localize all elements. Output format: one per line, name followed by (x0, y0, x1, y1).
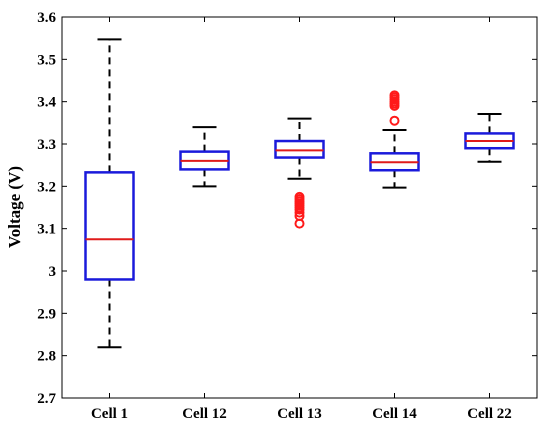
x-tick-label: Cell 1 (91, 406, 128, 422)
box-series (84, 38, 515, 349)
y-tick-label: 2.7 (37, 391, 56, 407)
y-tick-label: 3.1 (37, 222, 56, 238)
outlier-point (389, 90, 400, 101)
iqr-box (84, 171, 135, 281)
y-tick-label: 3.5 (37, 52, 56, 68)
outlier-point (389, 115, 400, 126)
y-axis-label: Voltage (V) (5, 166, 24, 248)
y-tick-label: 2.9 (37, 306, 56, 322)
y-tick-label: 3.6 (37, 10, 56, 26)
box-cell-1 (84, 38, 135, 349)
iqr-box (274, 139, 325, 159)
y-tick-label: 2.8 (37, 349, 56, 365)
y-axis: 2.7 2.8 2.9 3 3.1 3.2 3.3 3.4 3.5 3.6 (37, 10, 537, 407)
outlier-point (294, 191, 305, 202)
x-tick-label: Cell 14 (372, 406, 417, 422)
box-cell-13 (274, 117, 325, 229)
y-tick-label: 3.2 (37, 179, 56, 195)
y-tick-label: 3 (49, 264, 57, 280)
box-cell-14 (369, 90, 420, 189)
y-tick-label: 3.4 (37, 95, 56, 111)
box-cell-12 (179, 126, 230, 188)
y-tick-label: 3.3 (37, 137, 56, 153)
x-axis: Cell 1 Cell 12 Cell 13 Cell 14 Cell 22 (91, 17, 512, 422)
x-tick-label: Cell 22 (467, 406, 512, 422)
x-tick-label: Cell 12 (182, 406, 227, 422)
box-cell-22 (464, 112, 515, 163)
x-tick-label: Cell 13 (277, 406, 322, 422)
